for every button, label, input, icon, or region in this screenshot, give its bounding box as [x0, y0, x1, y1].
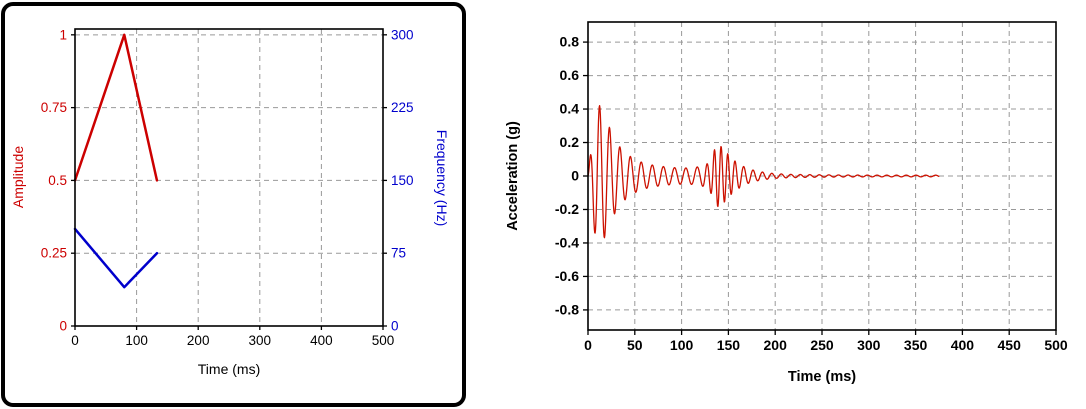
time-axis-title-right: Time (ms) [787, 369, 857, 385]
y-tick-label: 0.25 [41, 246, 67, 261]
x-tick-label: 400 [951, 337, 975, 353]
y-tick-label: 0 [59, 319, 67, 334]
x-tick-label: 50 [627, 337, 643, 353]
plot-border [74, 28, 384, 327]
series-line-acceleration [587, 105, 940, 239]
x-tick-label: 300 [249, 333, 272, 348]
x-tick-label: 150 [717, 337, 741, 353]
series-line-frequency-sweep [73, 227, 159, 289]
x-tick-label: 200 [764, 337, 788, 353]
x-tick-label: 400 [310, 333, 333, 348]
amplitude-axis-title: Amplitude [10, 145, 26, 209]
y-tick-label: -0.8 [555, 301, 579, 317]
time-axis-title-left: Time (ms) [197, 361, 261, 377]
y-tick-label: -0.6 [555, 268, 579, 284]
frequency-axis-title: Frequency (Hz) [434, 129, 450, 227]
y-tick-label: -0.2 [555, 201, 579, 217]
acceleration-axis-title: Acceleration (g) [505, 121, 521, 231]
acceleration-response-chart: 0 50 100 150 200 250 300 350 400 450 500 -0.8 -0.6 -0… [555, 21, 1068, 353]
x-tick-label: 100 [125, 333, 148, 348]
y2-tick-label: 225 [391, 100, 414, 115]
x-tick-label: 0 [71, 333, 79, 348]
y-tick-label: 0.8 [560, 34, 580, 50]
x-tick-label: 100 [670, 337, 694, 353]
y-tick-label: 0.4 [560, 101, 580, 117]
x-tick-label: 350 [904, 337, 928, 353]
x-tick-label: 0 [584, 337, 592, 353]
excitation-profile-panel: 0 100 200 300 400 500 0 0.25 0.5 0.75 1 0 75 150 225 30… [1, 2, 466, 407]
x-tick-label: 250 [810, 337, 834, 353]
acceleration-response-panel: 0 50 100 150 200 250 300 350 400 450 500 -0.8 -0.6 -0… [500, 0, 1086, 409]
series-line-amplitude-sweep [73, 33, 159, 182]
y2-tick-label: 0 [391, 319, 399, 334]
y-tick-label: -0.4 [555, 234, 579, 250]
x-tick-label: 450 [998, 337, 1022, 353]
y2-tick-label: 75 [391, 246, 406, 261]
y-tick-label: 0 [571, 168, 579, 184]
y-tick-label: 1 [59, 27, 67, 42]
y-tick-label: 0.5 [48, 173, 67, 188]
x-tick-label: 500 [372, 333, 395, 348]
x-tick-label: 200 [187, 333, 210, 348]
x-tick-label: 300 [857, 337, 881, 353]
y2-tick-label: 300 [391, 27, 414, 42]
excitation-profile-chart: 0 100 200 300 400 50000.250.50.75107515022530… [41, 27, 414, 348]
y-tick-label: 0.6 [560, 67, 580, 83]
x-tick-label: 500 [1044, 337, 1068, 353]
y2-tick-label: 150 [391, 173, 414, 188]
y-tick-label: 0.2 [560, 134, 580, 150]
y-tick-label: 0.75 [41, 100, 67, 115]
